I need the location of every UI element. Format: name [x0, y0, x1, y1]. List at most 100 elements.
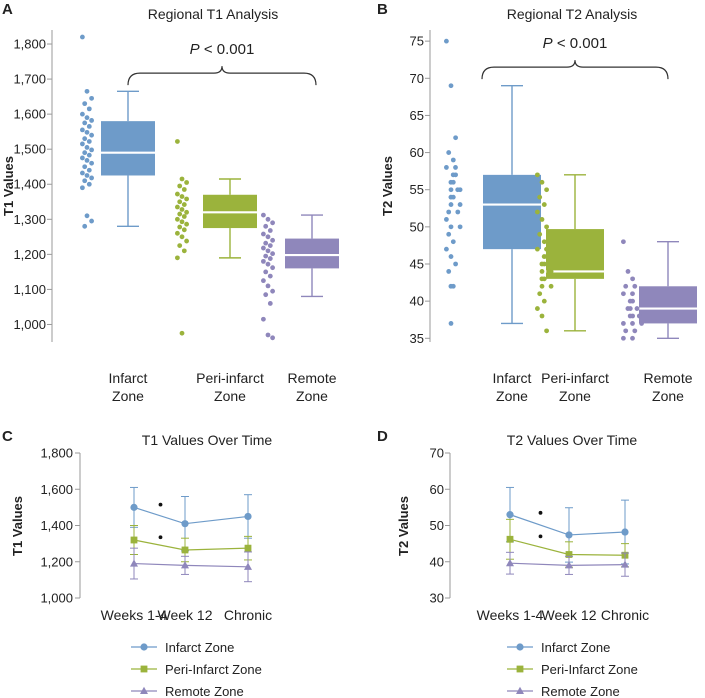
panel-letter: B	[377, 1, 388, 18]
data-point	[448, 202, 454, 207]
data-point	[175, 191, 180, 197]
data-point-square	[181, 546, 189, 554]
data-point	[261, 278, 266, 284]
data-point	[265, 283, 271, 289]
data-point	[86, 106, 92, 112]
y-tick-label: 1,800	[40, 446, 73, 461]
data-point	[175, 216, 180, 222]
data-point	[80, 155, 85, 161]
data-point-triangle	[565, 561, 573, 569]
y-tick-label: 70	[410, 71, 424, 86]
y-tick-label: 1,400	[13, 177, 46, 192]
data-point	[455, 187, 461, 193]
data-point	[179, 219, 185, 225]
p-value-label: P < 0.001	[190, 41, 255, 58]
panel-letter: C	[2, 428, 13, 445]
data-point-circle	[181, 520, 189, 528]
data-point	[265, 332, 271, 338]
legend-marker-circle	[516, 643, 524, 651]
data-point	[450, 157, 456, 163]
data-point-circle	[244, 512, 252, 521]
data-point-square	[565, 551, 573, 558]
category-label: Zone	[559, 388, 591, 404]
legend-marker-triangle	[516, 686, 524, 694]
data-point	[270, 220, 275, 226]
data-point	[265, 216, 271, 222]
box-iqr	[639, 286, 697, 324]
data-point	[625, 306, 631, 311]
data-point	[270, 288, 275, 294]
data-point	[184, 196, 190, 202]
data-point	[636, 313, 642, 319]
data-point	[177, 199, 183, 205]
y-tick-label: 1,300	[13, 212, 46, 227]
data-point	[450, 239, 456, 245]
y-axis-label: T2 Values	[380, 156, 395, 216]
data-point	[548, 283, 554, 289]
data-point	[89, 147, 94, 153]
data-point	[448, 283, 454, 289]
x-tick-label: Chronic	[224, 607, 272, 623]
data-point-triangle	[181, 561, 189, 569]
data-point	[80, 111, 85, 117]
data-point	[177, 183, 183, 189]
y-tick-label: 60	[430, 482, 444, 497]
data-point	[261, 316, 266, 322]
legend-label: Infarct Zone	[541, 640, 610, 655]
legend-D: Infarct Zone Peri-Infarct Zone Remote Zone	[507, 640, 638, 698]
data-point-square	[244, 544, 252, 552]
legend-C: Infarct Zone Peri-Infarct Zone Remote Zone	[131, 640, 262, 698]
data-point	[535, 246, 540, 252]
data-point	[86, 139, 92, 144]
p-value-rest: < 0.001	[553, 35, 608, 52]
data-point	[175, 230, 180, 236]
data-point	[270, 251, 275, 257]
data-point	[544, 224, 549, 230]
data-point	[82, 150, 88, 156]
data-point-circle	[621, 528, 629, 536]
data-point	[444, 246, 449, 252]
data-point	[270, 265, 275, 271]
data-point	[82, 178, 88, 184]
data-point	[89, 175, 94, 181]
data-point	[179, 330, 185, 336]
y-tick-label: 1,600	[13, 107, 46, 122]
data-point	[446, 209, 452, 215]
chart-title: T1 Values Over Time	[142, 432, 273, 448]
data-point	[86, 124, 92, 129]
y-tick-label: 70	[430, 446, 444, 461]
data-point	[181, 227, 187, 233]
y-tick-label: 35	[410, 331, 424, 346]
data-point	[263, 223, 269, 229]
data-point	[539, 269, 545, 274]
data-point	[263, 292, 269, 298]
x-tick-label: Weeks 1-4	[477, 607, 544, 623]
data-point	[457, 224, 463, 230]
data-point	[444, 38, 449, 44]
data-point	[80, 185, 85, 191]
significance-dot	[538, 510, 543, 515]
chart-title: Regional T2 Analysis	[507, 6, 637, 22]
data-point	[539, 276, 545, 282]
data-point	[627, 313, 633, 319]
significance-dot	[158, 502, 163, 507]
data-point	[89, 95, 94, 101]
data-point	[541, 298, 547, 304]
y-tick-label: 40	[410, 294, 424, 309]
data-point	[267, 301, 273, 306]
data-point	[539, 283, 545, 289]
data-point	[270, 335, 275, 341]
x-tick-label: Chronic	[601, 607, 649, 623]
data-point	[80, 141, 85, 147]
data-point	[446, 269, 452, 274]
data-point	[184, 221, 190, 227]
data-point	[453, 135, 458, 141]
legend-label: Peri-Infarct Zone	[541, 662, 638, 677]
data-point	[267, 243, 273, 248]
significance-dot	[158, 535, 163, 540]
legend-marker-square	[140, 665, 148, 673]
data-point	[270, 237, 275, 243]
data-point-circle	[506, 511, 514, 519]
y-tick-label: 1,100	[13, 282, 46, 297]
